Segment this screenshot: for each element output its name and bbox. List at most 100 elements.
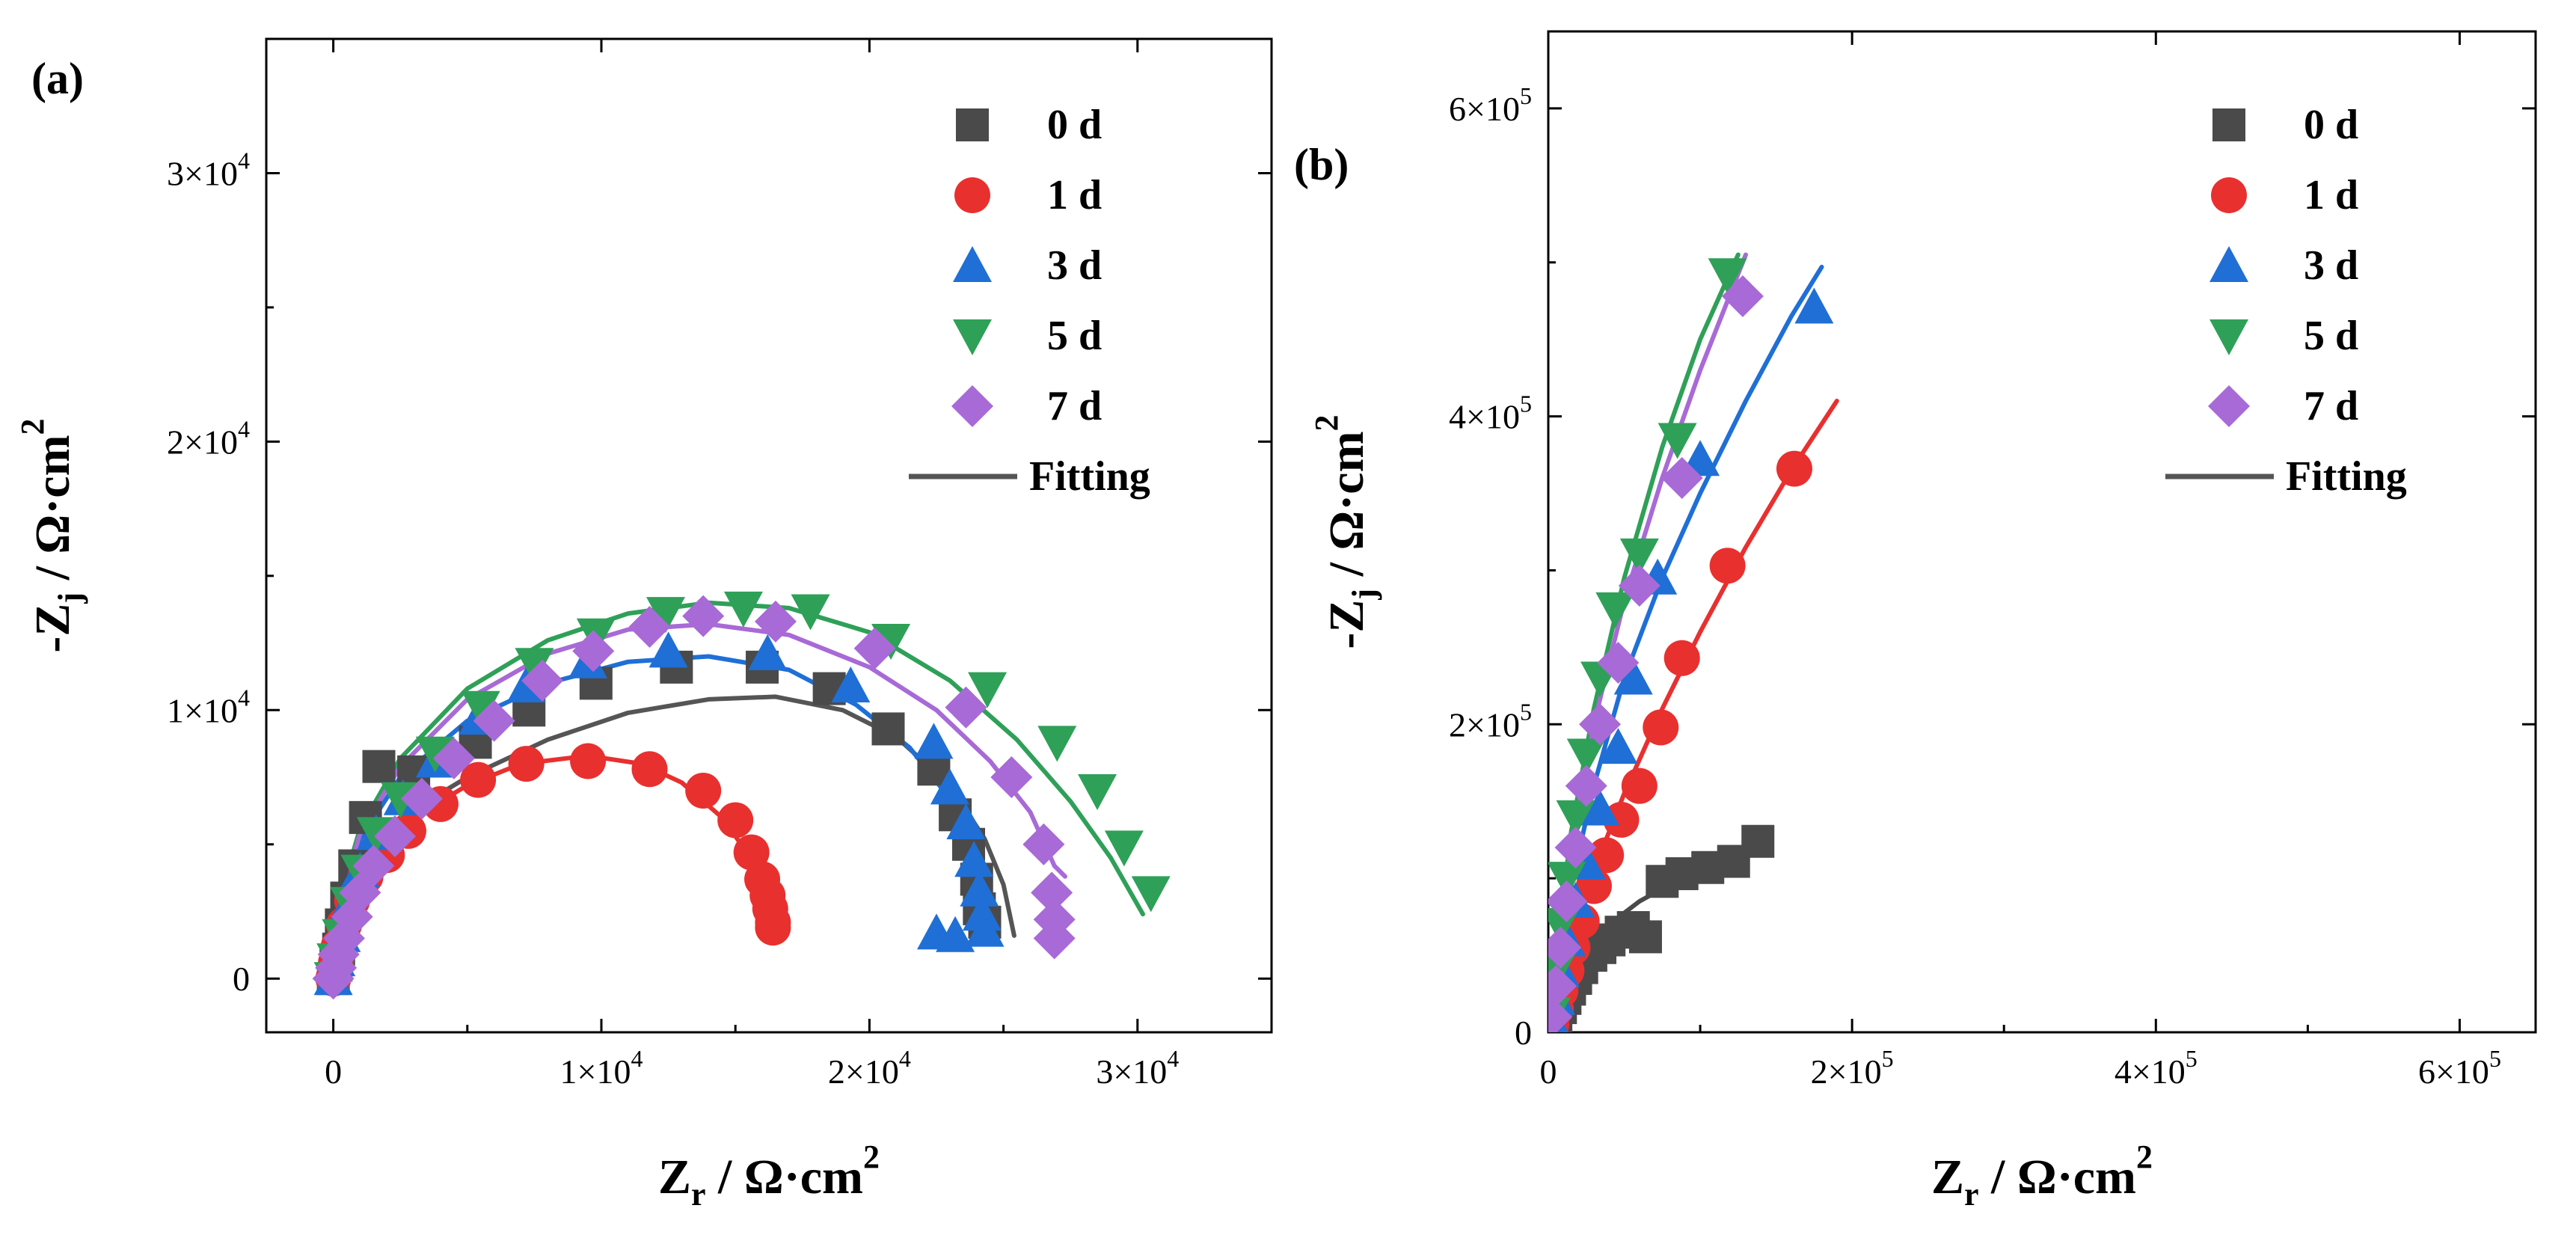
x-axis-title-part: / Ω·cm [1979, 1150, 2136, 1204]
y-axis-title-part: j [52, 592, 88, 604]
legend-marker [2211, 177, 2247, 213]
x-tick-label: 0 [1540, 1052, 1557, 1091]
data-point [871, 623, 911, 660]
y-axis-title-part: / Ω·cm [1319, 431, 1374, 588]
y-tick-label-exponent: 5 [1520, 698, 1532, 725]
x-axis-title-part: 2 [863, 1139, 880, 1175]
series-7d [312, 595, 1076, 1000]
data-point [723, 591, 763, 628]
plot-frame [265, 37, 1273, 1034]
x-tick-label-exponent: 4 [1167, 1045, 1179, 1072]
y-axis-title-part: -Z [1319, 600, 1374, 649]
data-point [473, 699, 515, 742]
data-point [1554, 826, 1597, 868]
data-point [570, 743, 607, 779]
data-point [936, 916, 975, 952]
data-point [515, 648, 554, 684]
y-tick-label: 3×104 [167, 147, 250, 192]
data-point [968, 672, 1008, 708]
data-point [1548, 862, 1586, 898]
data-point [374, 815, 417, 857]
legend-label: 0 d [1047, 102, 1102, 148]
y-tick-label: 1×104 [167, 684, 250, 729]
data-point [521, 659, 564, 702]
data-point [648, 631, 688, 668]
x-axis-title: Zr / Ω·cm2 [1931, 1139, 2153, 1213]
data-point [1603, 801, 1640, 838]
y-tick-label: 2×105 [1449, 698, 1532, 744]
legend-label: 1 d [2304, 172, 2358, 218]
data-point [1708, 258, 1747, 295]
x-tick-label: 2×105 [1811, 1045, 1894, 1091]
y-tick-label-exponent: 5 [1520, 82, 1532, 109]
x-tick-label: 3×104 [1096, 1045, 1179, 1091]
data-point [628, 606, 671, 649]
y-axis-title-part: / Ω·cm [25, 435, 80, 592]
x-tick-label: 6×105 [2418, 1045, 2501, 1091]
legend-marker [2212, 108, 2245, 141]
legend-marker [954, 177, 990, 213]
panel-label: (b) [1294, 140, 1349, 189]
y-tick-label: 0 [233, 960, 250, 998]
y-tick-label: 2×104 [167, 415, 250, 461]
y-tick-label-mantissa: 1×10 [167, 691, 238, 729]
x-tick-label-mantissa: 0 [325, 1052, 342, 1091]
series-5d [1548, 258, 1747, 1032]
data-point [1621, 767, 1657, 804]
data-point [400, 777, 443, 820]
x-tick-label: 4×105 [2115, 1045, 2198, 1091]
data-point [1794, 287, 1834, 324]
x-tick-label-exponent: 4 [631, 1045, 643, 1072]
data-point [1031, 871, 1073, 914]
y-tick-label-exponent: 4 [238, 415, 250, 442]
data-point [990, 756, 1033, 799]
x-tick-label-mantissa: 3×10 [1096, 1052, 1167, 1091]
y-axis-title-part: j [1346, 589, 1382, 601]
data-point [1597, 641, 1640, 684]
y-tick-label-mantissa: 0 [1515, 1014, 1532, 1052]
x-tick-label-mantissa: 1×10 [560, 1052, 631, 1091]
data-point [461, 690, 500, 727]
y-tick-label-exponent: 4 [238, 684, 250, 711]
data-point [1709, 548, 1746, 584]
y-tick-label-mantissa: 2×10 [1449, 705, 1520, 744]
data-point [1660, 456, 1703, 499]
data-point [685, 772, 722, 809]
data-point [1595, 592, 1635, 628]
data-point [871, 712, 905, 746]
data-point [717, 802, 754, 839]
y-tick-label-exponent: 4 [238, 147, 250, 174]
legend-marker [2208, 385, 2250, 427]
x-axis-title-part: r [1964, 1176, 1979, 1213]
data-point [1721, 275, 1764, 318]
legend-label: 7 d [1047, 383, 1102, 429]
y-tick-label-exponent: 5 [1520, 390, 1532, 417]
data-point [733, 834, 770, 871]
data-point [965, 910, 1005, 947]
data-point [946, 803, 986, 840]
x-tick-label-mantissa: 2×10 [828, 1052, 899, 1091]
data-point [1663, 640, 1700, 676]
y-tick-label: 0 [1515, 1014, 1532, 1052]
data-point [432, 737, 475, 779]
plot-area [312, 591, 1171, 1000]
data-point [1078, 773, 1117, 810]
x-tick-label-exponent: 5 [2489, 1045, 2501, 1072]
data-point [791, 594, 830, 631]
legend-label: 5 d [1047, 313, 1102, 359]
y-tick-label-mantissa: 3×10 [167, 154, 238, 192]
data-point [415, 736, 455, 773]
data-point [954, 841, 994, 877]
data-point [831, 666, 871, 702]
y-axis-title-part: 2 [1308, 414, 1345, 431]
y-tick-label-mantissa: 0 [233, 960, 250, 998]
x-axis-title-part: / Ω·cm [706, 1150, 863, 1204]
data-point [1565, 764, 1607, 807]
x-tick-label: 0 [325, 1052, 342, 1091]
data-point [460, 761, 497, 798]
data-point [508, 746, 545, 782]
data-point [682, 595, 725, 637]
legend-label: 3 d [2304, 242, 2358, 289]
x-tick-label: 1×104 [560, 1045, 643, 1091]
